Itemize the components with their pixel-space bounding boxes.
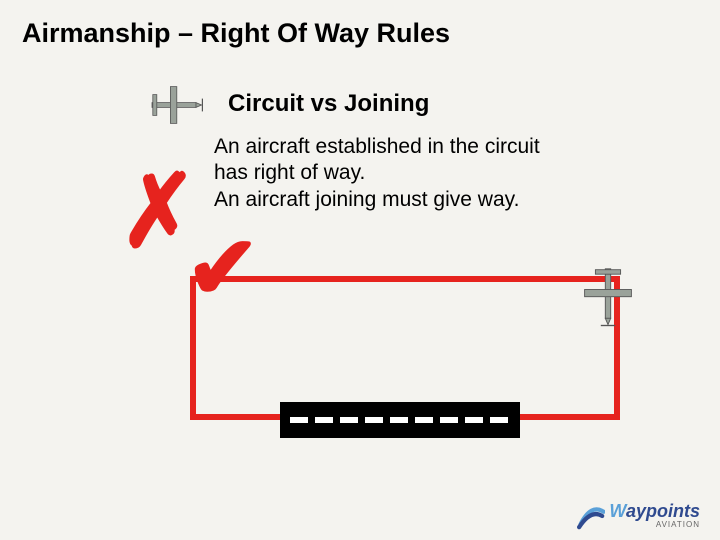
body-text: An aircraft established in the circuit h… (214, 134, 540, 213)
runway-dash (440, 417, 458, 423)
logo-w: W (609, 501, 626, 521)
runway-dash (340, 417, 358, 423)
runway-dash (315, 417, 333, 423)
page-title: Airmanship – Right Of Way Rules (22, 18, 450, 49)
runway-dash (365, 417, 383, 423)
aircraft-joining (144, 85, 208, 125)
check-mark: ✔ (186, 224, 260, 312)
runway-centerline (290, 417, 510, 423)
logo-swoosh-icon (577, 502, 605, 530)
section-subtitle: Circuit vs Joining (228, 90, 429, 118)
runway-dash (490, 417, 508, 423)
waypoints-logo: Waypoints AVIATION (577, 502, 700, 530)
logo-rest: aypoints (626, 501, 700, 521)
aircraft-circuit (581, 258, 635, 330)
runway-dash (390, 417, 408, 423)
runway-dash (290, 417, 308, 423)
runway-dash (465, 417, 483, 423)
runway-dash (415, 417, 433, 423)
